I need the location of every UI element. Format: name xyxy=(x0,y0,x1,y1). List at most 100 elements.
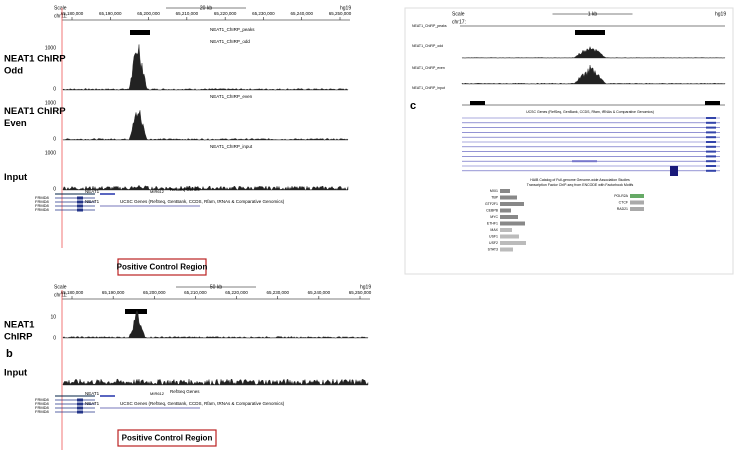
ruler-scale: Scale xyxy=(54,284,67,290)
ruler-chrom: chr17: xyxy=(452,19,466,25)
exon xyxy=(706,165,716,167)
ruler-chrom: chr11: xyxy=(54,13,68,19)
factor-name: STAT3 xyxy=(488,247,498,251)
factor-site xyxy=(500,208,511,213)
gene-name: NEAT1 xyxy=(85,189,100,194)
ruler-scale: Scale xyxy=(452,11,465,17)
exon xyxy=(706,136,716,139)
gene-name: FRMD8 xyxy=(35,207,50,212)
factor-name: USF1 xyxy=(489,234,498,238)
peak-call xyxy=(575,30,605,35)
exon xyxy=(77,398,83,402)
gene-name: NEAT1 xyxy=(85,391,100,396)
scale-label: 1000 xyxy=(45,150,56,156)
exon xyxy=(77,406,83,410)
factor-name: GTF2F1 xyxy=(485,202,498,206)
ruler-assembly: hg19 xyxy=(715,11,726,17)
gene-name: FRMD8 xyxy=(35,203,50,208)
ruler-tick: 65,180,000 xyxy=(61,11,84,16)
track-name: NEAT1_ChIRP_input xyxy=(210,144,253,149)
exon xyxy=(77,204,83,208)
panel-letter: b xyxy=(6,348,13,360)
track-label: Input xyxy=(4,368,28,379)
factor-site xyxy=(500,241,526,245)
factor-site xyxy=(500,215,518,219)
track-label: ChIRP xyxy=(4,332,33,343)
gene-track-name: UCSC Genes (RefSeq, GenBank, CCDS, Rfam,… xyxy=(120,401,285,406)
gene-name: NEAT1 xyxy=(85,401,100,406)
gene-name: FRMD8 xyxy=(35,401,50,406)
scale-label: 0 xyxy=(53,335,56,341)
scale-label: 10 xyxy=(50,314,56,320)
signal xyxy=(461,46,726,59)
factor-site xyxy=(500,228,512,232)
exon xyxy=(706,150,716,153)
factor-name: CEBPB xyxy=(486,208,499,212)
factor-site xyxy=(500,221,525,226)
factor-name: RAD21 xyxy=(617,207,628,211)
gene-name: FRMD8 xyxy=(35,195,50,200)
track-name: NEAT1_ChIRP_input xyxy=(412,86,445,90)
factor-name: MXI1 xyxy=(490,189,498,193)
track-label: NEAT1 ChIRP xyxy=(4,54,66,65)
ruler-tick: 65,230,000 xyxy=(266,290,289,295)
track-label: Even xyxy=(4,118,27,129)
exon xyxy=(706,155,716,158)
gene-track-name: HAIB Catalog of Full-genome Genome-wide … xyxy=(530,178,630,182)
factor-name: MYC xyxy=(490,215,498,219)
ruler-tick: 65,250,000 xyxy=(349,290,372,295)
scale-label: 0 xyxy=(53,86,56,92)
panel-letter: c xyxy=(410,100,416,112)
exon xyxy=(670,166,678,176)
factor-name: ETHF1 xyxy=(487,221,498,225)
track-label: Input xyxy=(4,172,28,183)
factor-site xyxy=(500,189,510,193)
factor-site xyxy=(500,195,517,200)
exon xyxy=(706,131,716,134)
signal xyxy=(62,110,349,141)
ruler-span: 20 kb xyxy=(200,5,212,11)
ruler-tick: 65,240,000 xyxy=(308,290,331,295)
exon xyxy=(706,160,716,163)
ruler-span: 1 kb xyxy=(588,11,598,17)
factor-site xyxy=(500,202,524,206)
gene-track-name: RefSeq Genes xyxy=(170,187,200,192)
ruler-tick: 65,240,000 xyxy=(290,11,313,16)
ruler-chrom: chr11: xyxy=(54,292,68,298)
panel-c-frame xyxy=(404,7,734,275)
callout-box xyxy=(117,429,217,447)
gene-track-name: RefSeq Genes xyxy=(170,389,200,394)
ruler-assembly: hg19 xyxy=(340,5,351,11)
factor-site xyxy=(500,247,513,252)
exon xyxy=(77,200,83,204)
track-name: NEAT1_ChIRP_odd xyxy=(412,44,443,48)
exon xyxy=(706,117,716,119)
signal xyxy=(62,184,349,191)
peak-call xyxy=(130,30,150,35)
signal xyxy=(62,378,369,386)
ruler-tick: 65,220,000 xyxy=(214,11,237,16)
callout-box xyxy=(117,258,207,276)
ruler-tick: 65,180,000 xyxy=(61,290,84,295)
track-label: Odd xyxy=(4,66,23,77)
factor-name: POLR2A xyxy=(614,194,628,198)
track-name: NEAT1_ChIRP_even xyxy=(210,94,253,99)
factor-name: CTCF xyxy=(619,200,628,204)
track-label: NEAT1 ChIRP xyxy=(4,106,66,117)
scale-label: 1000 xyxy=(45,45,56,51)
factor-site xyxy=(630,194,644,198)
gene-name: FRMD8 xyxy=(35,409,50,414)
gene-name: NEAT1 xyxy=(85,199,100,204)
exon xyxy=(706,121,716,124)
exon xyxy=(77,196,83,200)
ruler-tick: 65,250,000 xyxy=(329,11,352,16)
gene-name: MIR612 xyxy=(150,189,165,194)
factor-name: USF2 xyxy=(489,241,498,245)
exon xyxy=(77,402,83,406)
gene-track-name: UCSC Genes (RefSeq, GenBank, CCDS, Rfam,… xyxy=(120,199,285,204)
callout-text: Positive Control Region xyxy=(122,434,213,443)
exon xyxy=(706,145,716,148)
track-name: NEAT1_ChIRP_even xyxy=(412,66,445,70)
exon xyxy=(77,208,83,212)
